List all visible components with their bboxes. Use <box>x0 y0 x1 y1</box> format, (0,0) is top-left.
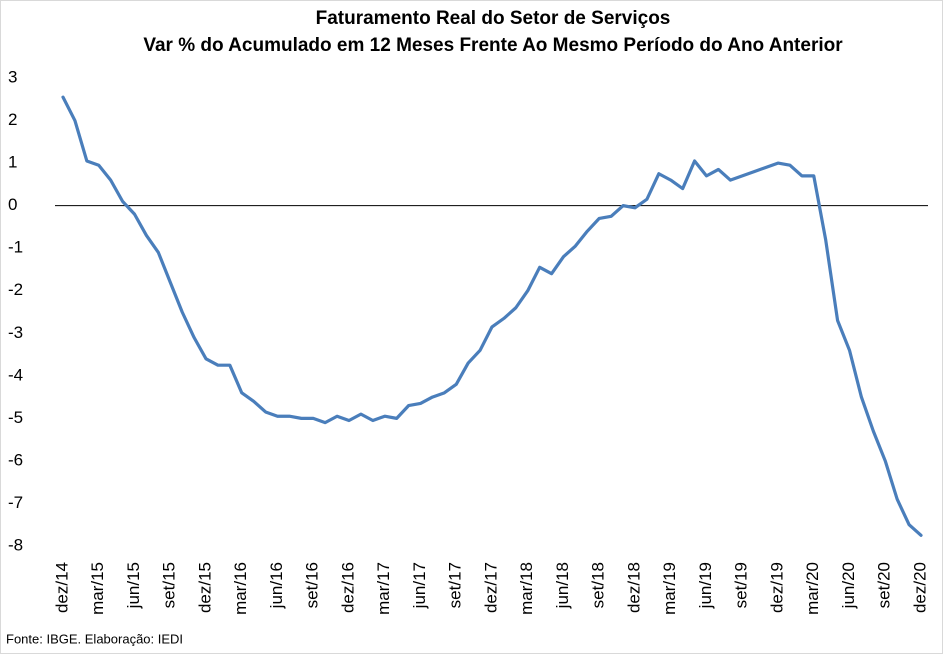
y-tick-label: 2 <box>8 110 17 129</box>
y-tick-label: -4 <box>8 365 23 384</box>
x-tick-label: set/20 <box>875 562 894 608</box>
x-tick-label: set/18 <box>589 562 608 608</box>
x-tick-label: jun/20 <box>839 562 858 609</box>
x-tick-label: jun/15 <box>124 562 143 609</box>
y-tick-label: 1 <box>8 153 17 172</box>
y-tick-label: -6 <box>8 450 23 469</box>
x-tick-label: mar/20 <box>803 562 822 615</box>
y-tick-label: 3 <box>8 67 17 86</box>
x-tick-label: dez/17 <box>481 562 500 613</box>
y-tick-label: -2 <box>8 280 23 299</box>
y-tick-label: 0 <box>8 195 17 214</box>
y-tick-label: -1 <box>8 238 23 257</box>
x-tick-label: dez/18 <box>624 562 643 613</box>
x-tick-label: mar/18 <box>517 562 536 615</box>
y-tick-label: -8 <box>8 535 23 554</box>
data-line <box>61 95 923 537</box>
x-tick-label: jun/16 <box>267 562 286 609</box>
x-tick-label: dez/15 <box>195 562 214 613</box>
chart-title: Faturamento Real do Setor de Serviços <box>316 8 671 29</box>
x-tick-label: mar/16 <box>231 562 250 615</box>
y-tick-label: -7 <box>8 493 23 512</box>
x-tick-label: jun/19 <box>696 562 715 609</box>
x-tick-label: set/15 <box>160 562 179 608</box>
x-tick-label: dez/19 <box>767 562 786 613</box>
x-tick-label: set/19 <box>732 562 751 608</box>
x-tick-label: dez/14 <box>52 562 71 613</box>
x-tick-label: dez/16 <box>338 562 357 613</box>
x-tick-label: mar/19 <box>660 562 679 615</box>
y-tick-label: -5 <box>8 408 23 427</box>
x-tick-label: jun/18 <box>553 562 572 609</box>
y-tick-label: -3 <box>8 323 23 342</box>
x-tick-label: jun/17 <box>410 562 429 609</box>
x-tick-label: mar/15 <box>88 562 107 615</box>
chart-subtitle: Var % do Acumulado em 12 Meses Frente Ao… <box>143 35 843 56</box>
x-tick-label: set/16 <box>303 562 322 608</box>
x-tick-label: mar/17 <box>374 562 393 615</box>
x-tick-label: dez/20 <box>910 562 929 613</box>
source-note: Fonte: IBGE. Elaboração: IEDI <box>6 631 183 646</box>
x-tick-label: set/17 <box>446 562 465 608</box>
